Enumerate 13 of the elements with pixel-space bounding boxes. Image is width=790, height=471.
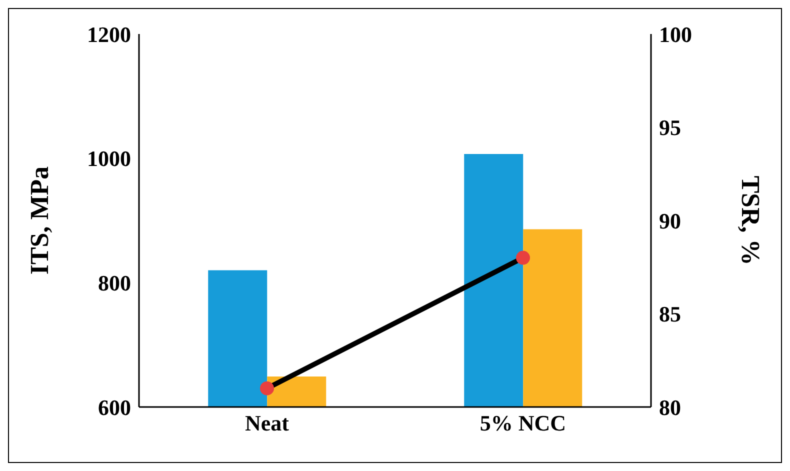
x-tick-label: 5% NCC xyxy=(480,410,566,436)
y-tick-label: 1000 xyxy=(87,146,131,172)
y2-tick-label: 95 xyxy=(659,115,681,140)
y2-tick-label: 80 xyxy=(659,394,681,420)
y2-tick-label: 90 xyxy=(659,208,681,234)
y-tick-label: 1200 xyxy=(87,22,131,47)
y-tick-label: 800 xyxy=(98,270,131,296)
y2-tick-label: 85 xyxy=(659,302,681,327)
y2-tick-label: 100 xyxy=(659,22,692,47)
y-axis-title: ITS, MPa xyxy=(25,166,54,275)
x-tick-label: Neat xyxy=(245,410,290,436)
y2-axis-title: TSR, % xyxy=(736,176,765,266)
y-tick-label: 600 xyxy=(98,394,131,420)
